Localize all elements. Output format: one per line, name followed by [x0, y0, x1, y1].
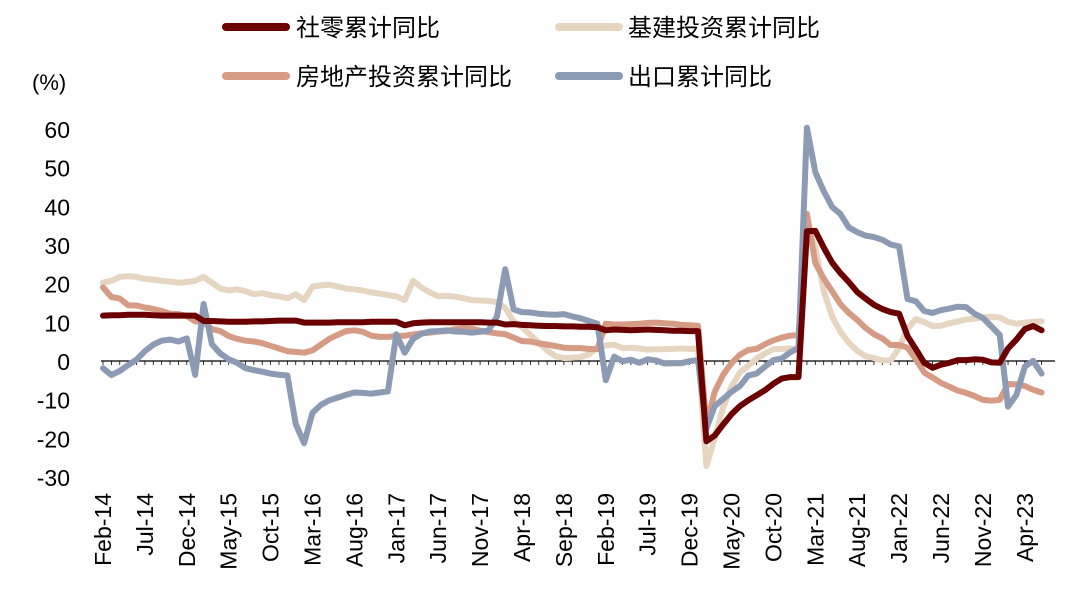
x-tick-label: Jun-17: [425, 493, 451, 563]
x-tick-label: Dec-19: [677, 493, 703, 567]
x-tick-label: Jan-22: [886, 493, 912, 563]
y-tick-label: 50: [44, 156, 70, 182]
legend: 社零累计同比 基建投资累计同比 房地产投资累计同比 出口累计同比: [222, 14, 820, 91]
x-tick-label: Aug-21: [844, 493, 870, 567]
series-line-retail: [100, 227, 1045, 445]
y-tick-label: 0: [57, 349, 70, 375]
x-tick-label: Jun-22: [928, 493, 954, 563]
y-tick-label: -20: [37, 426, 70, 452]
legend-item-real-estate: 房地产投资累计同比: [222, 63, 512, 91]
x-tick-label: May-15: [216, 493, 242, 570]
series-layer: [100, 124, 1045, 469]
x-tick-label: Dec-14: [174, 493, 200, 567]
x-tick-label: Apr-23: [1012, 493, 1038, 562]
x-tick-label: Aug-16: [341, 493, 367, 567]
x-tick-label: Mar-21: [802, 493, 828, 566]
legend-label-infrastructure: 基建投资累计同比: [628, 14, 820, 42]
x-tick-label: Mar-16: [300, 493, 326, 566]
y-tick-label: -10: [37, 388, 70, 414]
x-axis: Feb-14 Jul-14 Dec-14 May-15 Oct-15 Mar-16 Aug-…: [90, 360, 1055, 570]
x-tick-label: May-20: [719, 493, 745, 570]
legend-item-retail: 社零累计同比: [222, 14, 440, 42]
y-axis: -30 -20 -10 0 10 20 30 40 50 60: [37, 117, 70, 491]
y-tick-label: 40: [44, 194, 70, 220]
series-line-exports: [100, 124, 1045, 447]
x-tick-label: Jul-19: [635, 493, 661, 556]
y-tick-label: -30: [37, 465, 70, 491]
series-line-real-estate: [100, 210, 1045, 428]
y-tick-label: 20: [44, 272, 70, 298]
x-tick-label: Jan-17: [383, 493, 409, 563]
y-tick-label: 10: [44, 310, 70, 336]
x-tick-label: Nov-22: [970, 493, 996, 567]
legend-label-real-estate: 房地产投资累计同比: [296, 63, 512, 91]
y-tick-label: 30: [44, 233, 70, 259]
x-tick-label: Feb-19: [593, 493, 619, 566]
x-tick-label: Oct-15: [258, 493, 284, 562]
legend-item-infrastructure: 基建投资累计同比: [555, 14, 820, 42]
legend-label-retail: 社零累计同比: [296, 14, 440, 42]
x-tick-label: Feb-14: [90, 493, 116, 566]
x-tick-label: Nov-17: [467, 493, 493, 567]
x-tick-label: Oct-20: [760, 493, 786, 562]
y-axis-unit-label: (%): [32, 70, 66, 95]
x-tick-label: Jul-14: [132, 493, 158, 556]
y-tick-label: 60: [44, 117, 70, 143]
x-tick-label: Apr-18: [509, 493, 535, 562]
x-tick-label: Sep-18: [551, 493, 577, 567]
legend-item-exports: 出口累计同比: [555, 63, 772, 91]
series-line-infrastructure: [100, 223, 1045, 469]
legend-label-exports: 出口累计同比: [628, 63, 772, 91]
